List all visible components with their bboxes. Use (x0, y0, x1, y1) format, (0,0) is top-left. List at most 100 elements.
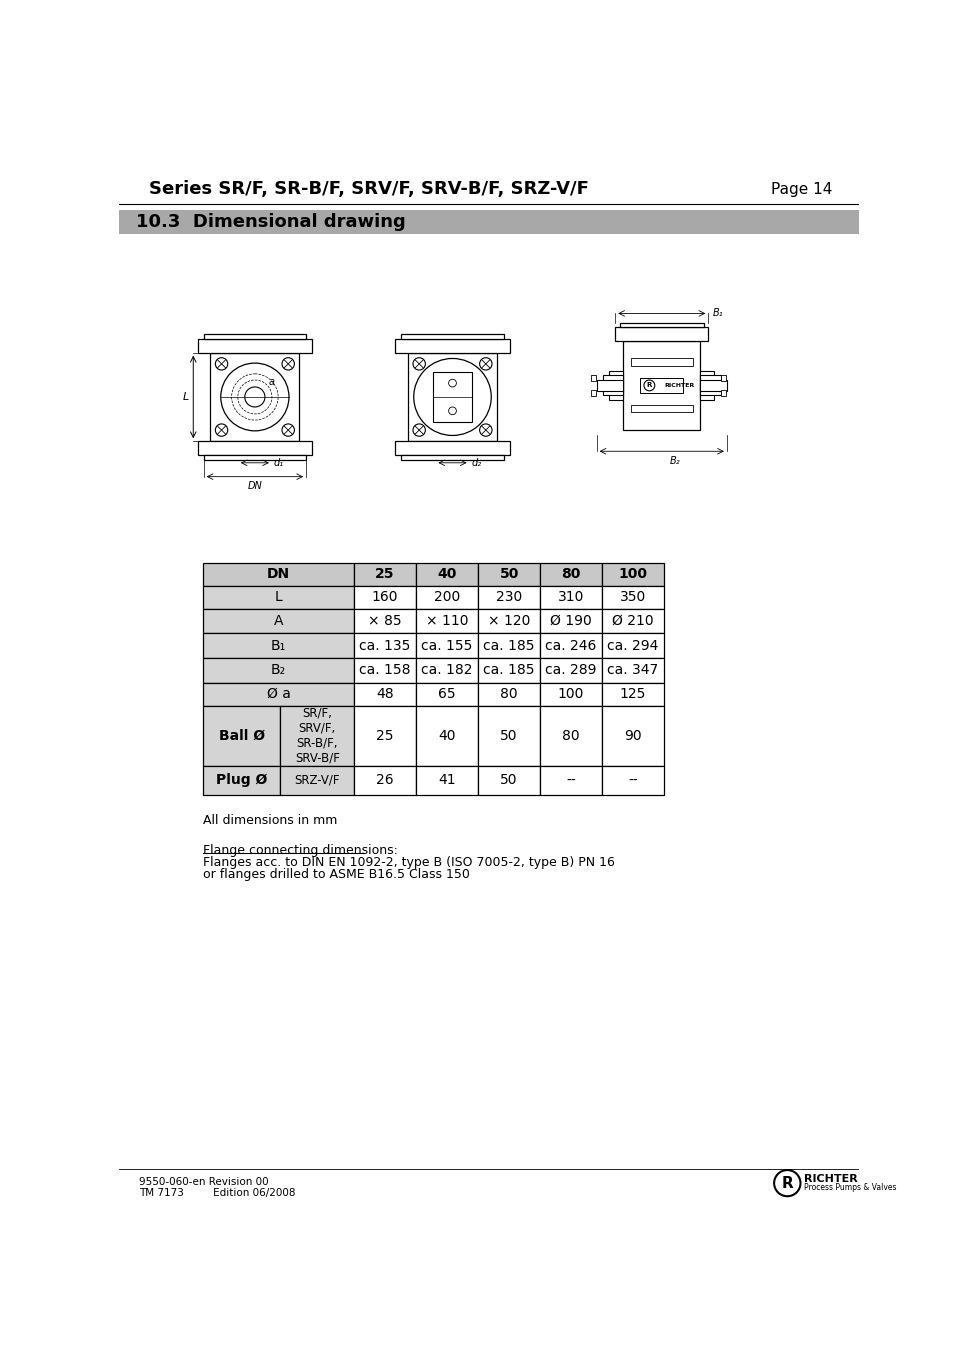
Text: 310: 310 (558, 590, 583, 604)
Bar (354, 634, 416, 658)
Bar (601, 634, 663, 658)
Bar (477, 705, 539, 766)
Text: L: L (183, 392, 190, 403)
Text: Ø 190: Ø 190 (550, 615, 591, 628)
Bar (203, 585, 354, 609)
Bar (401, 334, 503, 339)
Text: 50: 50 (499, 773, 517, 788)
Bar (203, 705, 280, 766)
Text: a: a (269, 377, 274, 386)
Bar (591, 374, 596, 381)
Text: ca. 294: ca. 294 (607, 639, 659, 653)
Bar (477, 585, 539, 609)
Bar (539, 562, 601, 585)
Text: DN: DN (247, 481, 262, 492)
Bar (601, 682, 663, 705)
Text: 160: 160 (372, 590, 398, 604)
Text: 65: 65 (437, 688, 456, 701)
Bar (416, 705, 477, 766)
Bar (477, 562, 539, 585)
Text: or flanges drilled to ASME B16.5 Class 150: or flanges drilled to ASME B16.5 Class 1… (203, 869, 469, 881)
Text: ca. 185: ca. 185 (483, 639, 535, 653)
Bar (395, 442, 509, 455)
Bar (630, 358, 692, 366)
Bar (203, 562, 354, 585)
Text: × 85: × 85 (368, 615, 401, 628)
Text: B₂: B₂ (271, 663, 286, 677)
Bar (416, 682, 477, 705)
Bar (401, 455, 503, 459)
Text: 25: 25 (375, 567, 395, 581)
Text: Page 14: Page 14 (770, 181, 831, 196)
Bar (416, 609, 477, 634)
Bar (700, 370, 714, 400)
Bar (197, 442, 312, 455)
Bar (203, 609, 354, 634)
Bar (539, 658, 601, 682)
Bar (601, 658, 663, 682)
Bar (395, 339, 509, 353)
Text: ca. 185: ca. 185 (483, 663, 535, 677)
Text: 10.3  Dimensional drawing: 10.3 Dimensional drawing (136, 213, 406, 231)
Bar (416, 585, 477, 609)
Bar (630, 405, 692, 412)
Text: Ø 210: Ø 210 (612, 615, 653, 628)
Text: ca. 246: ca. 246 (545, 639, 597, 653)
Bar (197, 339, 312, 353)
Text: TM 7173         Edition 06/2008: TM 7173 Edition 06/2008 (138, 1188, 294, 1198)
Text: 50: 50 (498, 567, 518, 581)
Bar (416, 766, 477, 794)
Bar (602, 376, 622, 396)
Bar (639, 378, 682, 393)
Bar (433, 373, 472, 422)
Text: × 120: × 120 (487, 615, 530, 628)
Text: ca. 289: ca. 289 (545, 663, 597, 677)
Text: d₂: d₂ (471, 458, 480, 467)
Text: SRZ-V/F: SRZ-V/F (294, 774, 339, 786)
Bar (720, 374, 725, 381)
Bar (591, 390, 596, 396)
Bar (119, 209, 858, 235)
Bar (477, 609, 539, 634)
Bar (354, 766, 416, 794)
Text: L: L (274, 590, 282, 604)
Bar (608, 370, 622, 400)
Text: ca. 158: ca. 158 (359, 663, 411, 677)
Bar (622, 342, 700, 430)
Bar (601, 609, 663, 634)
Bar (601, 766, 663, 794)
Bar (408, 353, 497, 442)
Bar (477, 682, 539, 705)
Text: d₁: d₁ (274, 458, 283, 467)
Text: 48: 48 (375, 688, 394, 701)
Bar (354, 585, 416, 609)
Bar (354, 705, 416, 766)
Text: Process Pumps & Valves: Process Pumps & Valves (802, 1183, 895, 1193)
Text: 80: 80 (499, 688, 517, 701)
Bar (720, 390, 725, 396)
Bar (601, 705, 663, 766)
Text: B₁: B₁ (712, 308, 722, 319)
Bar (700, 376, 720, 396)
Text: 25: 25 (375, 728, 394, 743)
Bar (615, 327, 707, 342)
Text: B₂: B₂ (669, 455, 679, 466)
Text: ca. 347: ca. 347 (607, 663, 658, 677)
Text: ca. 135: ca. 135 (359, 639, 411, 653)
Bar (354, 658, 416, 682)
Text: 50: 50 (499, 728, 517, 743)
Bar (539, 682, 601, 705)
Text: 40: 40 (437, 728, 456, 743)
Text: ca. 182: ca. 182 (421, 663, 473, 677)
Bar (203, 766, 280, 794)
Text: 100: 100 (558, 688, 583, 701)
Text: 90: 90 (623, 728, 641, 743)
Bar (539, 766, 601, 794)
Text: 100: 100 (618, 567, 647, 581)
Bar (280, 766, 354, 794)
Text: × 110: × 110 (425, 615, 468, 628)
Text: Ø a: Ø a (266, 688, 290, 701)
Bar (539, 705, 601, 766)
Text: DN: DN (267, 567, 290, 581)
Bar (601, 562, 663, 585)
